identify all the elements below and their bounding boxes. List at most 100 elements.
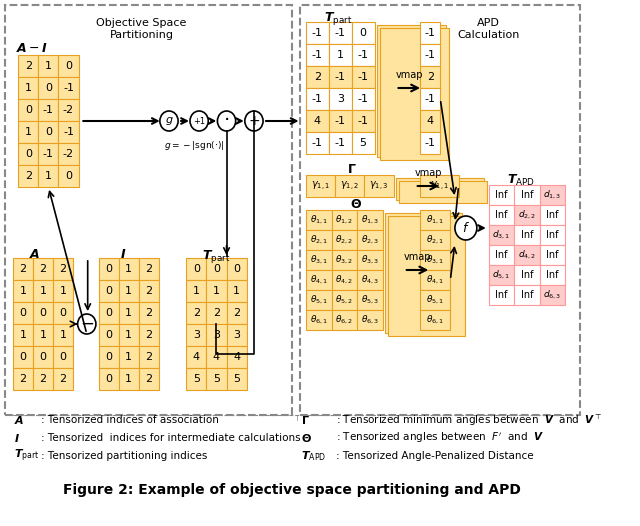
Text: 1: 1 — [233, 286, 240, 296]
Text: -1: -1 — [335, 138, 346, 148]
Text: -1: -1 — [312, 138, 323, 148]
Text: 1: 1 — [45, 171, 52, 181]
Text: 2: 2 — [60, 374, 67, 384]
Circle shape — [455, 216, 477, 240]
Text: 2: 2 — [145, 352, 152, 362]
FancyBboxPatch shape — [420, 250, 451, 270]
FancyBboxPatch shape — [420, 310, 451, 330]
FancyBboxPatch shape — [58, 165, 79, 187]
Text: 0: 0 — [105, 264, 112, 274]
FancyBboxPatch shape — [364, 175, 394, 197]
FancyBboxPatch shape — [119, 258, 139, 280]
FancyBboxPatch shape — [420, 132, 440, 154]
Text: -1: -1 — [335, 116, 346, 126]
Circle shape — [160, 111, 178, 131]
FancyBboxPatch shape — [420, 66, 440, 88]
Text: 0: 0 — [105, 286, 112, 296]
Text: -1: -1 — [63, 83, 74, 93]
FancyBboxPatch shape — [139, 302, 159, 324]
Text: -1: -1 — [43, 105, 54, 115]
Text: 0: 0 — [40, 352, 47, 362]
FancyBboxPatch shape — [4, 5, 292, 415]
Text: 0: 0 — [105, 330, 112, 340]
FancyBboxPatch shape — [33, 324, 53, 346]
Text: 1: 1 — [125, 352, 132, 362]
Text: 3: 3 — [337, 94, 344, 104]
Text: 0: 0 — [105, 308, 112, 318]
Text: $\theta_{3,1}$: $\theta_{3,1}$ — [426, 254, 444, 266]
Text: $\theta_{4,1}$: $\theta_{4,1}$ — [426, 274, 444, 286]
Text: $\boldsymbol{A}$: $\boldsymbol{A}$ — [13, 414, 24, 426]
Text: 2: 2 — [213, 308, 220, 318]
Text: 2: 2 — [25, 171, 32, 181]
FancyBboxPatch shape — [420, 270, 451, 290]
Text: 0: 0 — [65, 61, 72, 71]
Text: -1: -1 — [358, 72, 369, 82]
FancyBboxPatch shape — [420, 230, 451, 250]
Text: $\gamma_{1,1}$: $\gamma_{1,1}$ — [311, 179, 330, 193]
FancyBboxPatch shape — [119, 280, 139, 302]
Text: Inf: Inf — [521, 190, 533, 200]
FancyBboxPatch shape — [33, 280, 53, 302]
Text: 0: 0 — [60, 352, 67, 362]
Circle shape — [218, 111, 236, 131]
Text: $\theta_{2,1}$: $\theta_{2,1}$ — [310, 234, 328, 246]
Text: 4: 4 — [213, 352, 220, 362]
FancyBboxPatch shape — [540, 285, 566, 305]
FancyBboxPatch shape — [352, 44, 374, 66]
Text: $\theta_{4,2}$: $\theta_{4,2}$ — [335, 274, 353, 286]
Text: 1: 1 — [25, 127, 32, 137]
Text: 1: 1 — [125, 374, 132, 384]
Text: $\theta_{1,3}$: $\theta_{1,3}$ — [361, 214, 379, 226]
Text: Figure 2: Example of objective space partitioning and APD: Figure 2: Example of objective space par… — [63, 483, 521, 497]
Text: $\theta_{4,3}$: $\theta_{4,3}$ — [361, 274, 379, 286]
FancyBboxPatch shape — [329, 22, 352, 44]
Text: 1: 1 — [19, 286, 26, 296]
Text: Inf: Inf — [547, 230, 559, 240]
FancyBboxPatch shape — [139, 280, 159, 302]
Text: Inf: Inf — [521, 290, 533, 300]
FancyBboxPatch shape — [139, 258, 159, 280]
FancyBboxPatch shape — [99, 324, 119, 346]
Text: $\boldsymbol{A}$: $\boldsymbol{A}$ — [29, 248, 40, 261]
FancyBboxPatch shape — [357, 210, 383, 230]
Text: 0: 0 — [105, 352, 112, 362]
FancyBboxPatch shape — [13, 258, 33, 280]
Text: ·: · — [223, 112, 230, 130]
Text: -1: -1 — [425, 28, 436, 38]
FancyBboxPatch shape — [19, 77, 38, 99]
FancyBboxPatch shape — [19, 165, 38, 187]
Text: $\theta_{3,3}$: $\theta_{3,3}$ — [361, 254, 379, 266]
Text: 1: 1 — [125, 330, 132, 340]
FancyBboxPatch shape — [186, 324, 207, 346]
Text: -1: -1 — [43, 149, 54, 159]
FancyBboxPatch shape — [380, 28, 449, 160]
FancyBboxPatch shape — [207, 368, 227, 390]
Text: 0: 0 — [360, 28, 367, 38]
FancyBboxPatch shape — [300, 5, 580, 415]
FancyBboxPatch shape — [329, 132, 352, 154]
FancyBboxPatch shape — [38, 55, 58, 77]
Text: $g = -|\mathrm{sgn}(\cdot)|$: $g = -|\mathrm{sgn}(\cdot)|$ — [164, 139, 225, 152]
FancyBboxPatch shape — [38, 77, 58, 99]
FancyBboxPatch shape — [420, 110, 440, 132]
Text: $\boldsymbol{T}_{\mathrm{part}}$: $\boldsymbol{T}_{\mathrm{part}}$ — [324, 10, 352, 27]
Text: -1: -1 — [425, 138, 436, 148]
FancyBboxPatch shape — [540, 205, 566, 225]
FancyBboxPatch shape — [329, 44, 352, 66]
Text: 2: 2 — [145, 286, 152, 296]
Text: Inf: Inf — [495, 210, 508, 220]
Text: 1: 1 — [60, 330, 67, 340]
Text: 4: 4 — [233, 352, 240, 362]
Text: $\boldsymbol{T}_{\mathrm{APD}}$: $\boldsymbol{T}_{\mathrm{APD}}$ — [301, 449, 326, 463]
Text: 2: 2 — [145, 374, 152, 384]
FancyBboxPatch shape — [306, 88, 329, 110]
FancyBboxPatch shape — [207, 280, 227, 302]
Text: $\theta_{2,2}$: $\theta_{2,2}$ — [335, 234, 353, 246]
FancyBboxPatch shape — [489, 205, 515, 225]
FancyBboxPatch shape — [306, 175, 335, 197]
Text: 1: 1 — [125, 308, 132, 318]
FancyBboxPatch shape — [332, 270, 357, 290]
FancyBboxPatch shape — [53, 346, 73, 368]
Text: vmap: vmap — [404, 252, 431, 262]
